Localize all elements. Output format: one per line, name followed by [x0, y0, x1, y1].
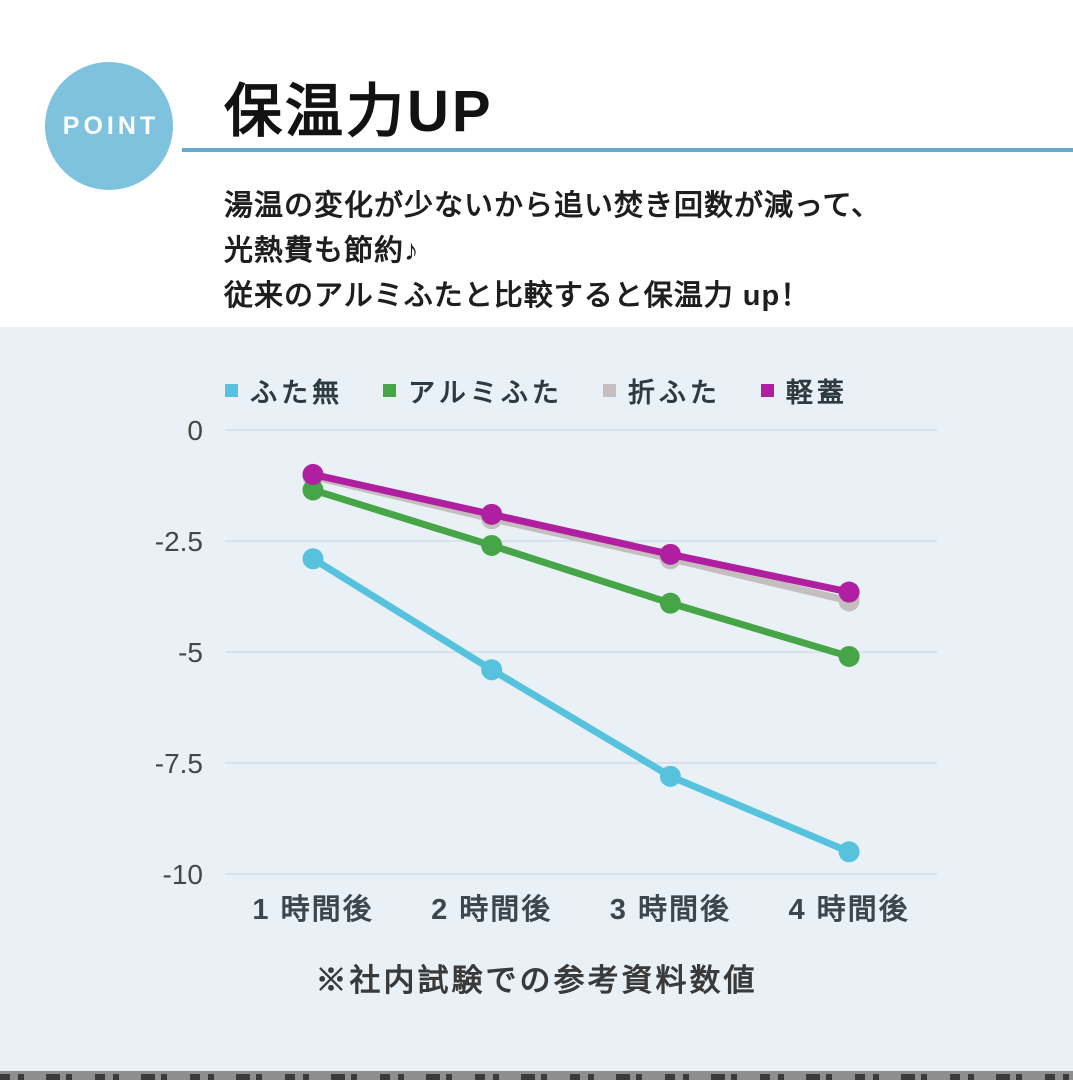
series-line [309, 470, 853, 596]
legend-label: 軽蓋 [785, 378, 848, 408]
y-tick-label: -2.5 [155, 526, 203, 557]
legend-swatch-icon [760, 384, 774, 397]
chart-legend: ふた無 アルミふた 折ふた 軽蓋 [0, 371, 1073, 410]
data-point [481, 534, 503, 556]
x-tick-label: 3 時間後 [610, 893, 731, 926]
series-line [309, 555, 853, 856]
y-tick-label: -5 [178, 637, 203, 668]
data-point [481, 659, 503, 681]
y-tick-label: -10 [163, 859, 203, 890]
data-point [302, 463, 324, 485]
page-title: 保温力UP [224, 79, 494, 144]
clipped-text-strip [0, 1071, 1073, 1080]
footnote-text: ※社内試験での参考資料数値 [315, 963, 758, 998]
line-chart-canvas: 0 -2.5 -5 -7.5 -10 1 時間後 2 時間後 3 時間後 4 時間後 [155, 415, 937, 926]
data-point [838, 645, 860, 667]
title-underline-rule [182, 148, 1073, 152]
clipped-glyph-tops [0, 1074, 1073, 1080]
header-section: POINT 保温力UP 湯温の変化が少ないから追い焚き回数が減って、 光熱費も節… [0, 0, 1073, 327]
data-point [659, 543, 681, 565]
chart-section: 0 -2.5 -5 -7.5 -10 1 時間後 2 時間後 3 時間後 4 時間後 ふた無 アル… [0, 327, 1073, 1071]
data-point [838, 841, 860, 863]
description-line: 湯温の変化が少ないから追い焚き回数が減って、 [224, 190, 882, 222]
data-point [481, 503, 503, 525]
data-point [838, 581, 860, 603]
y-tick-label: -7.5 [155, 748, 203, 779]
data-point [302, 548, 324, 570]
description-line: 従来のアルミふたと比較すると保温力 up！ [224, 280, 811, 312]
point-badge: POINT [45, 62, 173, 190]
legend-swatch-icon [602, 384, 616, 397]
x-tick-label: 1 時間後 [252, 893, 373, 926]
x-tick-label: 4 時間後 [789, 893, 910, 926]
y-tick-label: 0 [187, 415, 203, 446]
legend-swatch-icon [225, 384, 239, 397]
legend-swatch-icon [383, 384, 397, 397]
description-text: 湯温の変化が少ないから追い焚き回数が減って、 光熱費も節約♪ 従来のアルミふたと… [224, 184, 881, 319]
legend-item: アルミふた [383, 371, 563, 410]
legend-item: 軽蓋 [760, 371, 848, 410]
legend-label: ふた無 [250, 378, 344, 408]
x-tick-label: 2 時間後 [431, 893, 552, 926]
point-badge-label: POINT [62, 111, 160, 140]
legend-item: 折ふた [602, 371, 721, 410]
legend-item: ふた無 [225, 371, 343, 410]
series-line [309, 486, 853, 660]
legend-label: アルミふた [408, 378, 563, 408]
data-point [302, 479, 324, 501]
description-line: 光熱費も節約♪ [224, 235, 420, 267]
legend-label: 折ふた [627, 378, 721, 408]
data-point [659, 592, 681, 614]
data-point [659, 765, 681, 787]
